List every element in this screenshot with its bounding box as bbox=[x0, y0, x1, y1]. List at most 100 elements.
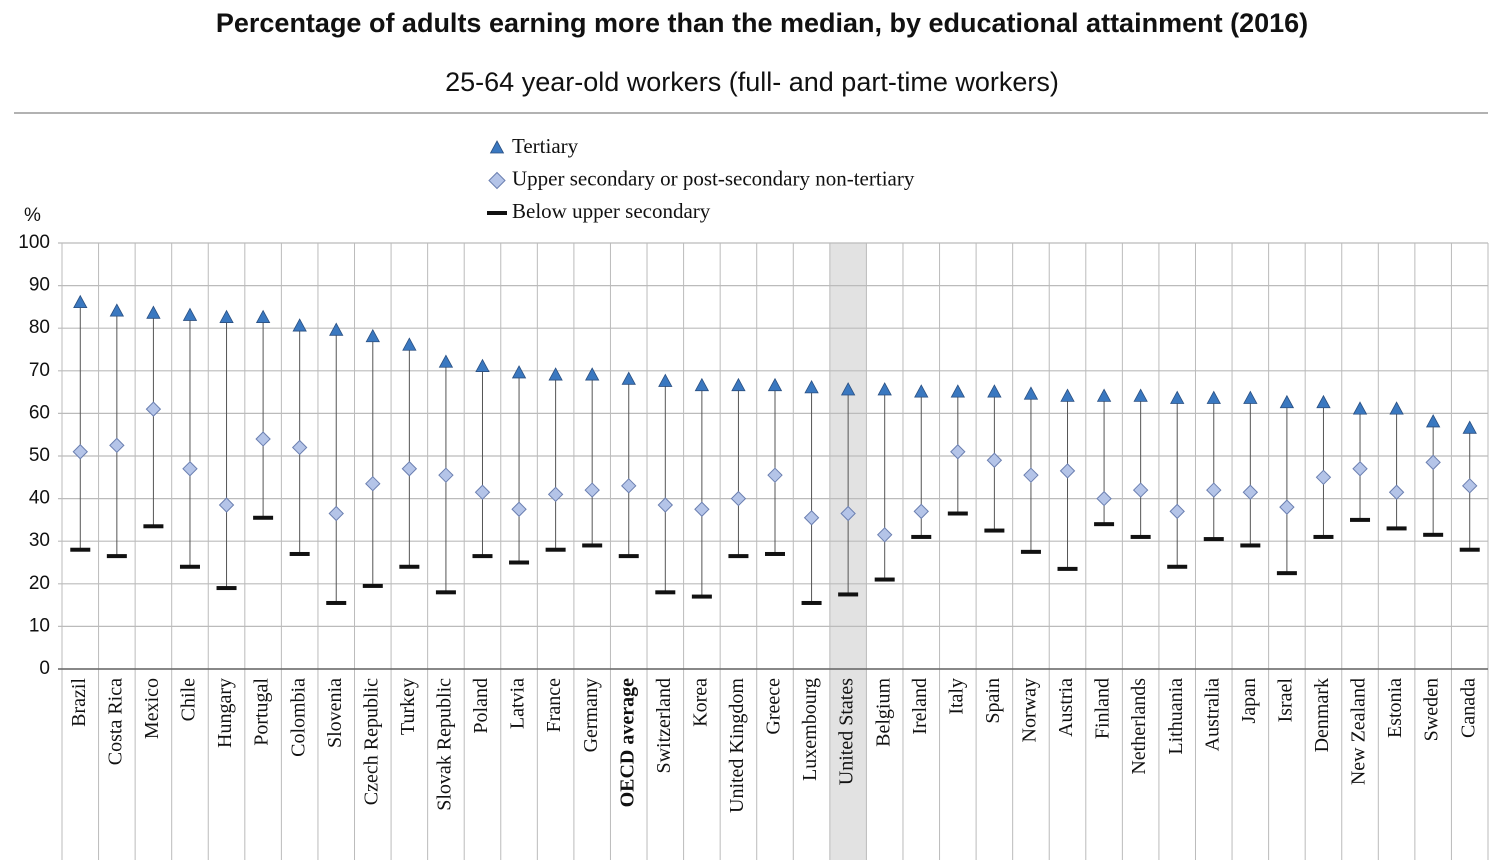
below-secondary-marker bbox=[179, 564, 200, 569]
y-tick-label: 90 bbox=[29, 275, 50, 296]
below-secondary-marker bbox=[1057, 566, 1078, 571]
below-secondary-marker bbox=[1203, 537, 1224, 542]
upper-secondary-marker bbox=[109, 437, 125, 454]
chart-subtitle: 25-64 year-old workers (full- and part-t… bbox=[445, 67, 1059, 97]
legend-marker bbox=[489, 140, 505, 154]
x-tick-label: Colombia bbox=[287, 678, 309, 757]
below-secondary-marker bbox=[1313, 534, 1334, 539]
tertiary-marker bbox=[1462, 420, 1477, 434]
upper-secondary-marker bbox=[986, 452, 1003, 468]
x-tick-label: United States bbox=[836, 678, 858, 785]
x-tick-label: Austria bbox=[1055, 678, 1077, 737]
below-secondary-marker bbox=[545, 547, 566, 552]
y-tick-label: 100 bbox=[18, 232, 50, 253]
below-secondary-marker bbox=[1386, 526, 1407, 531]
x-tick-label: Israel bbox=[1274, 678, 1296, 723]
x-tick-label: Sweden bbox=[1421, 678, 1443, 741]
upper-secondary-marker bbox=[767, 467, 783, 483]
below-secondary-marker bbox=[874, 577, 895, 582]
below-secondary-marker bbox=[947, 511, 968, 516]
below-secondary-marker bbox=[1167, 564, 1188, 569]
x-tick-label: Finland bbox=[1092, 678, 1114, 739]
upper-secondary-marker bbox=[1462, 478, 1478, 494]
upper-secondary-marker bbox=[145, 401, 162, 417]
y-tick-label: 0 bbox=[39, 658, 50, 679]
upper-secondary-marker bbox=[328, 505, 344, 522]
upper-secondary-marker bbox=[474, 484, 491, 500]
below-secondary-marker bbox=[1240, 543, 1261, 548]
legend-marker bbox=[488, 171, 506, 190]
upper-secondary-marker bbox=[255, 431, 271, 447]
upper-secondary-marker bbox=[182, 461, 198, 477]
below-secondary-marker bbox=[435, 590, 456, 595]
upper-secondary-marker bbox=[1315, 469, 1332, 486]
upper-secondary-marker bbox=[1169, 503, 1185, 520]
below-secondary-marker bbox=[1423, 532, 1444, 537]
tertiary-marker bbox=[767, 377, 783, 392]
tertiary-marker bbox=[511, 365, 527, 379]
tertiary-marker bbox=[1206, 390, 1221, 404]
below-secondary-marker bbox=[801, 600, 822, 605]
x-tick-label: Netherlands bbox=[1128, 678, 1150, 775]
tertiary-marker bbox=[987, 384, 1002, 398]
below-secondary-marker bbox=[984, 528, 1005, 533]
below-secondary-marker bbox=[216, 586, 237, 591]
upper-secondary-marker bbox=[401, 461, 418, 477]
tertiary-marker bbox=[1352, 401, 1368, 415]
upper-secondary-marker bbox=[1096, 490, 1112, 507]
tertiary-marker bbox=[731, 377, 746, 392]
upper-secondary-marker bbox=[291, 439, 308, 456]
upper-secondary-marker bbox=[840, 505, 856, 522]
x-tick-label: Mexico bbox=[141, 678, 163, 739]
upper-secondary-marker bbox=[803, 510, 820, 526]
x-tick-label: Norway bbox=[1019, 678, 1041, 742]
x-tick-label: Greece bbox=[763, 678, 785, 735]
below-secondary-marker bbox=[1276, 571, 1297, 576]
tertiary-marker bbox=[950, 384, 965, 398]
x-tick-label: Brazil bbox=[68, 678, 90, 727]
below-secondary-marker bbox=[618, 554, 639, 559]
x-tick-label: Ireland bbox=[909, 678, 931, 735]
x-tick-label: Spain bbox=[982, 678, 1004, 724]
tertiary-marker bbox=[438, 354, 454, 368]
x-tick-label: Australia bbox=[1201, 678, 1223, 751]
below-secondary-marker bbox=[289, 551, 310, 556]
legend-label: Below upper secondary bbox=[512, 199, 711, 223]
tertiary-marker bbox=[365, 328, 380, 343]
tertiary-marker bbox=[1316, 394, 1331, 409]
y-axis-label: % bbox=[24, 205, 41, 226]
upper-secondary-marker bbox=[730, 490, 747, 507]
below-secondary-marker bbox=[765, 551, 785, 556]
upper-secondary-marker bbox=[1242, 484, 1259, 500]
tertiary-marker bbox=[1023, 386, 1039, 400]
below-secondary-marker bbox=[106, 554, 127, 559]
upper-secondary-marker bbox=[1388, 484, 1405, 500]
tertiary-marker bbox=[1096, 388, 1112, 402]
x-tick-label: Denmark bbox=[1311, 678, 1333, 752]
tertiary-marker bbox=[914, 384, 929, 398]
x-tick-label: Switzerland bbox=[653, 678, 675, 774]
below-secondary-marker bbox=[1020, 549, 1041, 554]
tertiary-marker bbox=[475, 358, 490, 372]
upper-secondary-marker bbox=[1206, 482, 1222, 498]
tertiary-marker bbox=[1133, 388, 1148, 402]
below-secondary-marker bbox=[1459, 547, 1480, 552]
below-secondary-marker bbox=[362, 583, 383, 588]
below-secondary-marker bbox=[472, 554, 493, 559]
upper-secondary-marker bbox=[1059, 463, 1076, 479]
tertiary-marker bbox=[658, 373, 673, 387]
x-tick-label: Hungary bbox=[214, 678, 236, 748]
below-secondary-marker bbox=[655, 590, 676, 595]
upper-secondary-marker bbox=[657, 497, 674, 513]
x-tick-label: Slovenia bbox=[324, 678, 346, 748]
upper-secondary-marker bbox=[913, 503, 929, 520]
y-tick-label: 40 bbox=[29, 488, 50, 509]
below-secondary-marker bbox=[1350, 517, 1371, 522]
y-tick-label: 10 bbox=[29, 615, 50, 636]
x-tick-label: Canada bbox=[1457, 678, 1479, 738]
tertiary-marker bbox=[1243, 390, 1258, 404]
x-tick-label: OECD average bbox=[616, 678, 638, 808]
upper-secondary-marker bbox=[72, 444, 88, 460]
upper-secondary-marker bbox=[1425, 454, 1441, 471]
